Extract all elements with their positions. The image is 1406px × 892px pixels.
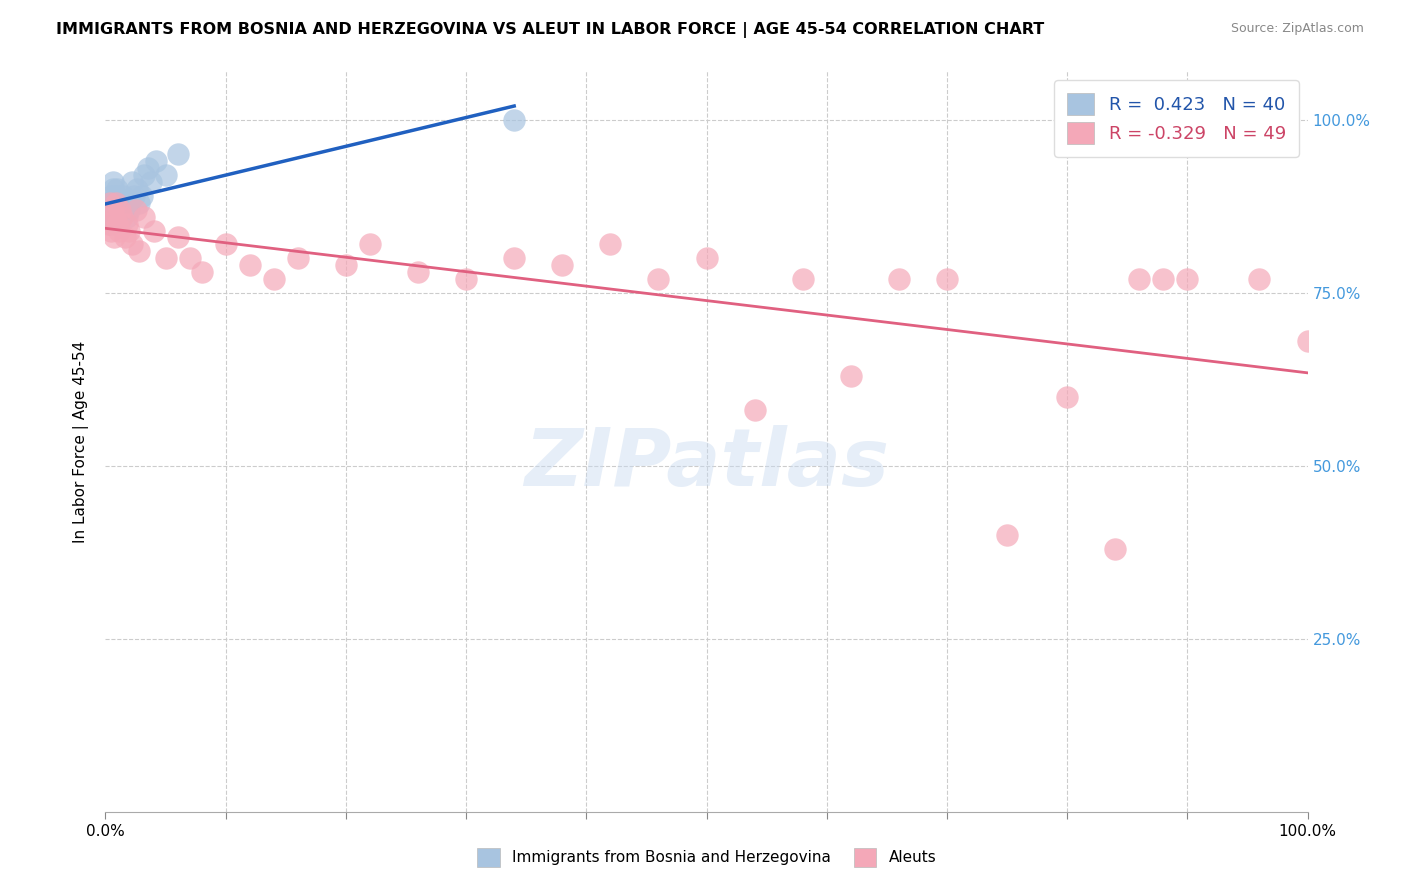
Text: IMMIGRANTS FROM BOSNIA AND HERZEGOVINA VS ALEUT IN LABOR FORCE | AGE 45-54 CORRE: IMMIGRANTS FROM BOSNIA AND HERZEGOVINA V…	[56, 22, 1045, 38]
Point	[839, 368, 862, 383]
Point	[335, 258, 357, 272]
Point	[115, 217, 138, 231]
Point	[599, 237, 621, 252]
Point	[105, 189, 128, 203]
Point	[1056, 390, 1078, 404]
Point	[359, 237, 381, 252]
Point	[287, 251, 309, 265]
Point	[503, 251, 526, 265]
Point	[551, 258, 574, 272]
Point	[101, 202, 124, 217]
Point	[125, 182, 148, 196]
Legend: Immigrants from Bosnia and Herzegovina, Aleuts: Immigrants from Bosnia and Herzegovina, …	[470, 840, 943, 874]
Point	[115, 202, 138, 217]
Text: ZIPatlas: ZIPatlas	[524, 425, 889, 503]
Point	[1104, 541, 1126, 556]
Point	[239, 258, 262, 272]
Point	[117, 195, 139, 210]
Point	[104, 202, 127, 217]
Point	[103, 230, 125, 244]
Point	[103, 202, 125, 217]
Point	[111, 202, 134, 217]
Point	[111, 210, 134, 224]
Point	[166, 147, 188, 161]
Point	[98, 195, 121, 210]
Point	[105, 195, 128, 210]
Point	[1175, 272, 1198, 286]
Point	[105, 195, 128, 210]
Point	[155, 251, 177, 265]
Point	[100, 189, 122, 203]
Point	[136, 161, 159, 176]
Point	[98, 195, 121, 210]
Point	[406, 265, 429, 279]
Point	[107, 217, 129, 231]
Point	[121, 175, 143, 189]
Point	[263, 272, 285, 286]
Point	[179, 251, 201, 265]
Point	[128, 244, 150, 259]
Point	[114, 230, 136, 244]
Point	[145, 154, 167, 169]
Point	[98, 210, 121, 224]
Point	[214, 237, 236, 252]
Point	[100, 210, 122, 224]
Point	[118, 223, 141, 237]
Point	[132, 210, 155, 224]
Point	[121, 237, 143, 252]
Point	[115, 210, 138, 224]
Point	[1152, 272, 1174, 286]
Point	[995, 528, 1018, 542]
Point	[454, 272, 477, 286]
Point	[101, 175, 124, 189]
Point	[696, 251, 718, 265]
Point	[1128, 272, 1150, 286]
Point	[124, 189, 146, 203]
Point	[108, 195, 131, 210]
Point	[139, 175, 162, 189]
Point	[107, 210, 129, 224]
Point	[131, 189, 153, 203]
Point	[107, 223, 129, 237]
Point	[98, 202, 121, 217]
Point	[107, 182, 129, 196]
Point	[155, 168, 177, 182]
Point	[190, 265, 212, 279]
Point	[647, 272, 669, 286]
Point	[166, 230, 188, 244]
Point	[101, 182, 124, 196]
Point	[124, 202, 146, 217]
Point	[887, 272, 910, 286]
Point	[107, 202, 129, 217]
Point	[1296, 334, 1319, 349]
Point	[104, 210, 127, 224]
Point	[936, 272, 959, 286]
Point	[114, 195, 136, 210]
Point	[100, 195, 122, 210]
Point	[142, 223, 165, 237]
Point	[108, 202, 131, 217]
Point	[103, 210, 125, 224]
Point	[100, 223, 122, 237]
Point	[792, 272, 814, 286]
Point	[97, 217, 120, 231]
Point	[110, 210, 132, 224]
Point	[128, 195, 150, 210]
Text: Source: ZipAtlas.com: Source: ZipAtlas.com	[1230, 22, 1364, 36]
Point	[112, 189, 135, 203]
Point	[118, 202, 141, 217]
Point	[503, 112, 526, 127]
Y-axis label: In Labor Force | Age 45-54: In Labor Force | Age 45-54	[73, 341, 90, 542]
Point	[104, 195, 127, 210]
Point	[132, 168, 155, 182]
Point	[744, 403, 766, 417]
Point	[97, 202, 120, 217]
Point	[98, 217, 121, 231]
Point	[1249, 272, 1271, 286]
